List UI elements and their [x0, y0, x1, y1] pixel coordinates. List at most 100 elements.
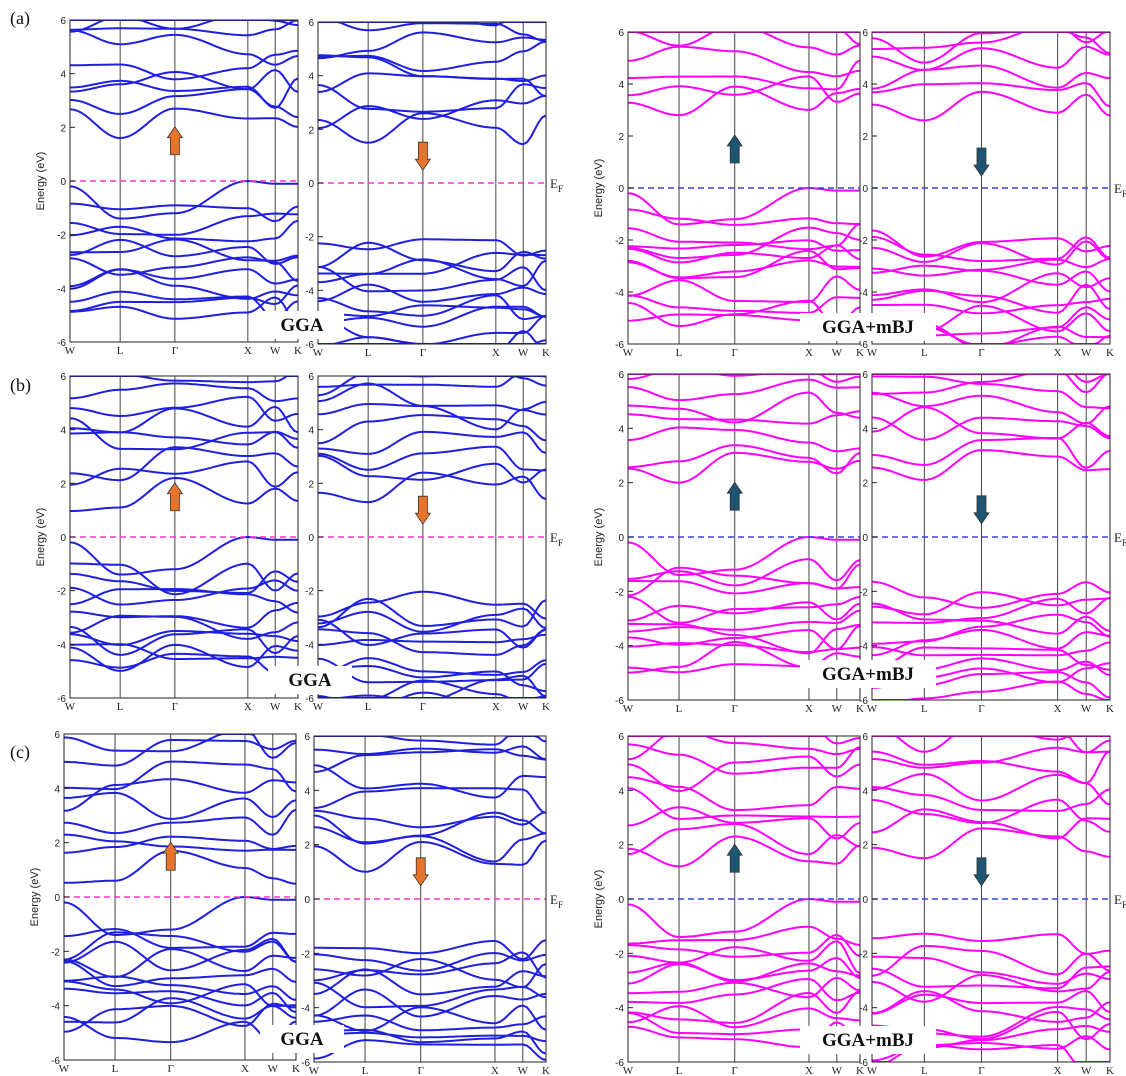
band-line [70, 268, 298, 300]
kpoint-label: K [294, 701, 302, 713]
band-line [70, 180, 298, 220]
band-line [318, 657, 546, 676]
band-line [318, 691, 546, 698]
band-line [70, 77, 298, 109]
ytick-label: 6 [308, 372, 314, 383]
band-line [314, 787, 546, 815]
kpoint-label: W [832, 1065, 843, 1076]
kpoint-label: X [492, 701, 500, 713]
band-line [628, 898, 860, 938]
ytick-label: -6 [57, 338, 66, 349]
band-line [70, 562, 298, 596]
band-line [70, 49, 298, 81]
band-line [64, 937, 296, 972]
kpoint-label: K [542, 701, 550, 713]
band-line [628, 978, 860, 1004]
band-line [872, 272, 1110, 304]
band-line [318, 590, 546, 620]
ytick-label: 4 [60, 70, 66, 81]
band-line [70, 579, 298, 606]
spin-down-arrow-icon [412, 857, 429, 887]
band-lines [318, 22, 546, 344]
band-line [872, 283, 1110, 314]
band-line [628, 925, 860, 946]
band-line [314, 951, 546, 982]
kpoint-label: W [270, 345, 281, 357]
kpoint-label: W [867, 347, 878, 359]
kpoint-label: W [623, 1065, 634, 1076]
kpoint-label: W [518, 701, 529, 713]
band-line [872, 602, 1110, 635]
ytick-label: -2 [615, 587, 624, 598]
ytick-label: 4 [308, 72, 314, 83]
band-line [318, 258, 546, 288]
kpoint-label: Γ [978, 1065, 984, 1076]
band-line [64, 987, 296, 1014]
band-line [70, 20, 298, 33]
band-line [64, 931, 296, 963]
band-line [64, 791, 296, 820]
band-line [628, 444, 860, 475]
kpoint-label: X [244, 701, 252, 713]
band-line [70, 395, 298, 422]
band-line [64, 975, 296, 1001]
fermi-label: EF [550, 892, 563, 910]
ytick-label: 4 [304, 786, 310, 797]
kpoint-label: X [1054, 347, 1062, 359]
band-panel: -6 -4 -2 0 2 4 6 W L Γ X W K Energy (eV) [593, 28, 864, 359]
band-line [628, 59, 860, 91]
band-line [628, 835, 860, 868]
band-line [64, 1015, 296, 1044]
kpoint-label: L [676, 347, 683, 359]
ytick-label: 0 [862, 533, 868, 544]
band-line [70, 625, 298, 656]
kpoint-label: K [292, 1063, 300, 1075]
band-line [628, 45, 860, 78]
ytick-label: 2 [862, 132, 868, 143]
kpoint-label: Γ [172, 701, 178, 713]
band-line [628, 391, 860, 424]
kpoint-label: W [65, 345, 76, 357]
kpoint-label: W [867, 703, 878, 715]
band-line [70, 614, 298, 640]
ytick-label: 2 [862, 841, 868, 852]
ytick-label: -6 [305, 340, 314, 351]
band-line [318, 305, 546, 328]
ytick-label: 0 [60, 177, 66, 188]
band-line [70, 212, 298, 236]
band-line [628, 601, 860, 622]
kpoint-label: X [244, 345, 252, 357]
band-lines [64, 734, 296, 1044]
y-axis-label: Energy (eV) [593, 508, 605, 567]
kpoint-label: L [362, 1065, 369, 1076]
band-line [872, 772, 1110, 806]
ytick-label: 6 [618, 370, 624, 381]
ytick-label: 4 [54, 784, 60, 795]
band-line [314, 939, 546, 961]
mbj-method-label: GGA+mBJ [822, 664, 914, 685]
band-line [70, 296, 298, 323]
kpoint-label: K [542, 1065, 550, 1076]
band-line [64, 997, 296, 1024]
ytick-label: 2 [618, 479, 624, 490]
ytick-label: -2 [57, 587, 66, 598]
band-line [628, 823, 860, 856]
band-line [314, 764, 546, 799]
band-line [872, 736, 1110, 754]
kpoint-label: W [623, 347, 634, 359]
kpoint-label: W [1081, 703, 1092, 715]
kpoint-label: K [294, 345, 302, 357]
ytick-label: -2 [859, 236, 868, 247]
band-line [872, 680, 1110, 700]
y-axis-label: Energy (eV) [593, 159, 605, 218]
kpoint-label: W [867, 1065, 878, 1076]
band-line [628, 755, 860, 792]
ytick-label: 4 [618, 786, 624, 797]
kpoint-label: Γ [732, 703, 738, 715]
band-line [872, 64, 1110, 90]
band-line [70, 238, 298, 262]
band-line [872, 82, 1110, 108]
band-lines [70, 376, 298, 679]
band-line [64, 980, 296, 1008]
